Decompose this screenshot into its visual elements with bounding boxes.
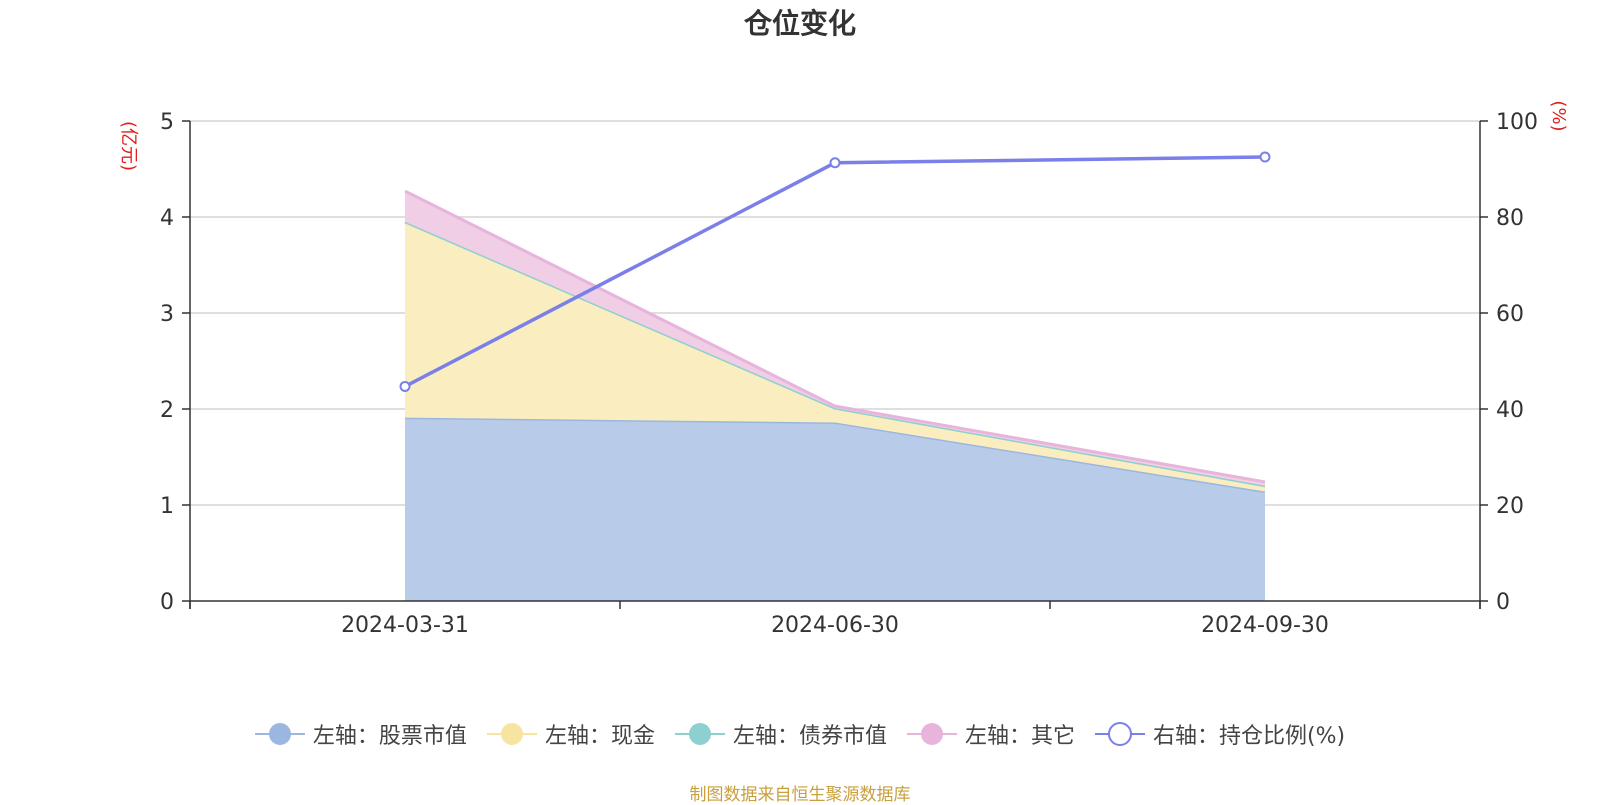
- legend-area-marker-icon: [486, 723, 537, 745]
- right-tick-label: 100: [1496, 110, 1538, 135]
- legend-area-marker-icon: [674, 723, 725, 745]
- left-tick-label: 4: [160, 206, 174, 231]
- left-tick-label: 1: [160, 494, 174, 519]
- legend-item[interactable]: 左轴：现金: [486, 718, 655, 750]
- ratio-point: [1259, 151, 1271, 163]
- left-axis-unit-label: (亿元): [118, 121, 139, 171]
- right-tick-label: 40: [1496, 398, 1524, 423]
- area-edge-line: [404, 189, 1266, 484]
- x-tick-label: 2024-03-31: [341, 613, 469, 638]
- legend-area-marker-icon: [254, 723, 305, 745]
- ratio-point: [829, 157, 841, 169]
- right-tick-label: 60: [1496, 302, 1524, 327]
- legend-label: 左轴：其它: [964, 724, 1075, 749]
- source-note: 制图数据来自恒生聚源数据库: [689, 785, 911, 805]
- legend-label: 左轴：股票市值: [312, 724, 467, 749]
- legend-label: 左轴：债券市值: [732, 724, 887, 749]
- left-tick-label: 0: [160, 590, 174, 615]
- right-tick-label: 80: [1496, 206, 1524, 231]
- left-tick-label: 5: [160, 110, 174, 135]
- right-tick-label: 0: [1496, 590, 1510, 615]
- legend: 左轴：股票市值 左轴：现金 左轴：债券市值 左轴：其它 右轴：持仓比例(%): [0, 718, 1600, 750]
- right-tick-label: 20: [1496, 494, 1524, 519]
- legend-line-marker-icon: [1094, 722, 1145, 746]
- left-tick-label: 2: [160, 398, 174, 423]
- legend-item[interactable]: 左轴：其它: [906, 718, 1075, 750]
- legend-item[interactable]: 右轴：持仓比例(%): [1094, 718, 1346, 750]
- area-1: [405, 221, 1265, 492]
- left-tick-label: 3: [160, 302, 174, 327]
- x-tick-label: 2024-09-30: [1201, 613, 1329, 638]
- legend-item[interactable]: 左轴：股票市值: [254, 718, 467, 750]
- right-axis-unit-label: (%): [1548, 100, 1569, 131]
- chart-title: 仓位变化: [743, 7, 856, 40]
- legend-label: 右轴：持仓比例(%): [1152, 724, 1346, 749]
- legend-item[interactable]: 左轴：债券市值: [674, 718, 887, 750]
- x-tick-label: 2024-06-30: [771, 613, 899, 638]
- legend-label: 左轴：现金: [544, 724, 655, 749]
- area-0: [405, 417, 1265, 601]
- legend-area-marker-icon: [906, 723, 957, 745]
- ratio-point: [399, 380, 411, 392]
